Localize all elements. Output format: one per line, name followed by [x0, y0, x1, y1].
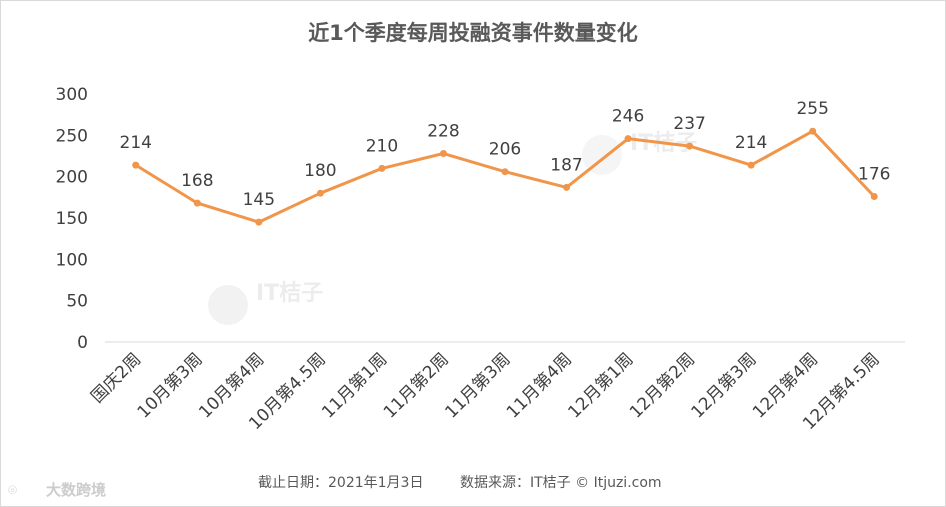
brand-logo-icon: ⌾ — [8, 481, 17, 499]
y-tick-label: 200 — [56, 168, 88, 188]
data-point — [255, 218, 263, 226]
data-point — [378, 164, 386, 172]
data-point — [439, 150, 447, 158]
data-point — [870, 193, 878, 201]
data-point — [193, 199, 201, 207]
y-tick-label: 250 — [56, 126, 88, 146]
x-tick-label: 11月第2周 — [380, 349, 453, 422]
chart-title: 近1个季度每周投融资事件数量变化 — [308, 21, 638, 45]
data-point — [747, 161, 755, 169]
data-label: 214 — [735, 133, 767, 153]
y-tick-label: 0 — [77, 333, 88, 353]
data-point — [686, 142, 694, 150]
y-tick-label: 300 — [56, 85, 88, 105]
data-label: 237 — [673, 114, 705, 134]
data-label: 255 — [796, 99, 828, 119]
data-label: 228 — [427, 122, 459, 142]
x-tick-label: 11月第4周 — [503, 349, 576, 422]
x-tick-label: 12月第3周 — [688, 349, 761, 422]
data-label: 168 — [181, 171, 213, 191]
data-label: 187 — [550, 155, 582, 175]
data-points — [132, 127, 878, 226]
data-point — [809, 127, 817, 135]
x-tick-label: 国庆2周 — [87, 349, 145, 407]
y-tick-label: 100 — [56, 250, 88, 270]
brand-logo: ⌾ 大数跨境 — [8, 481, 106, 499]
x-tick-label: 12月第2周 — [626, 349, 699, 422]
data-label: 246 — [612, 107, 644, 127]
data-point — [624, 135, 632, 143]
footer-source: 数据来源：IT桔子 © Itjuzi.com — [460, 475, 662, 491]
y-axis: 0 50 100 150 200 250 300 — [56, 85, 88, 353]
data-label: 210 — [366, 136, 398, 156]
data-label: 206 — [489, 140, 521, 160]
data-labels: 214 168 145 180 210 228 206 187 246 237 214 255 176 — [120, 99, 891, 210]
data-label: 180 — [304, 161, 336, 181]
data-point — [501, 168, 509, 176]
data-label: 145 — [243, 190, 275, 210]
footer-date: 截止日期：2021年1月3日 — [258, 475, 423, 491]
watermark-1: IT桔子 — [208, 281, 323, 325]
x-axis: 国庆2周10月第3周10月第4周10月第4.5周11月第1周11月第2周11月第… — [87, 349, 883, 434]
data-label: 176 — [858, 165, 890, 185]
x-tick-label: 12月第1周 — [564, 349, 637, 422]
x-tick-label: 10月第3周 — [134, 349, 207, 422]
data-label: 214 — [120, 133, 152, 153]
x-tick-label: 11月第3周 — [441, 349, 514, 422]
y-tick-label: 50 — [66, 292, 88, 312]
data-point — [316, 189, 324, 197]
x-tick-label: 11月第1周 — [318, 349, 391, 422]
data-point — [132, 161, 140, 169]
brand-text: 大数跨境 — [46, 481, 106, 499]
watermark-2: IT桔子 — [582, 131, 697, 175]
data-point — [563, 183, 571, 191]
y-tick-label: 150 — [56, 209, 88, 229]
watermark-text-1: IT桔子 — [256, 281, 323, 306]
